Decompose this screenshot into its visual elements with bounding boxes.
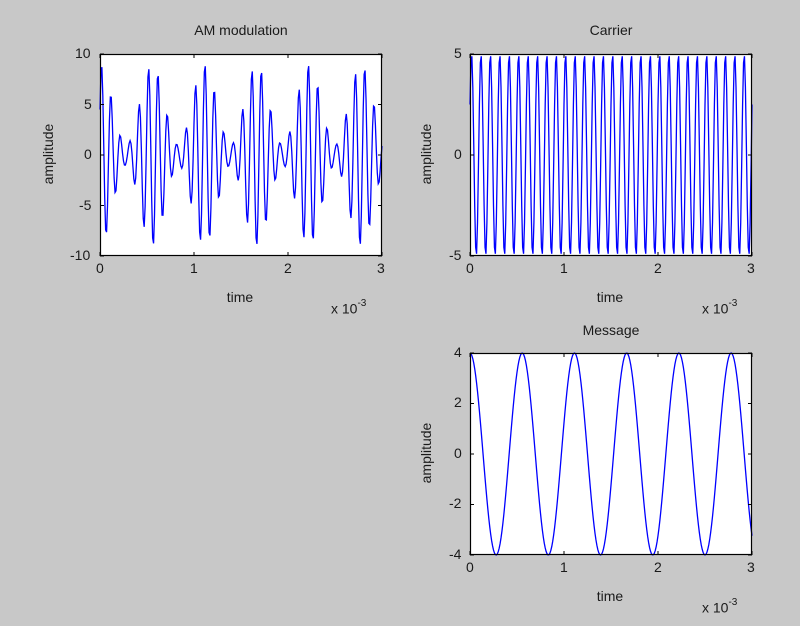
am-x-exponent-label: x 10-3 — [331, 298, 367, 317]
carrier-xtick: 3 — [747, 260, 755, 276]
message-plot-area — [469, 352, 753, 556]
message-ytick: 4 — [454, 344, 462, 360]
am-ytick: 10 — [75, 45, 91, 61]
carrier-signal-line — [469, 56, 753, 254]
carrier-y-axis-label: amplitude — [418, 123, 434, 185]
message-ytick: -2 — [449, 495, 462, 511]
carrier-plot-area — [469, 53, 753, 257]
message-x-axis-label: time — [596, 588, 624, 604]
am-y-axis-label: amplitude — [40, 123, 56, 185]
am-ytick: -10 — [70, 247, 91, 263]
am-ytick: 0 — [84, 146, 92, 162]
am-plot-area — [99, 53, 383, 257]
am-signal-line — [99, 66, 383, 244]
message-xtick: 3 — [747, 559, 755, 575]
carrier-xtick: 2 — [654, 260, 662, 276]
message-xtick: 2 — [654, 559, 662, 575]
carrier-x-exponent-label: x 10-3 — [702, 298, 738, 317]
message-y-axis-label: amplitude — [418, 422, 434, 484]
am-xtick: 0 — [96, 260, 104, 276]
carrier-ytick: 0 — [454, 146, 462, 162]
message-ytick: -4 — [449, 546, 462, 562]
am-axes-frame — [99, 53, 383, 257]
carrier-ytick: -5 — [449, 247, 462, 263]
carrier-chart-title: Carrier — [589, 22, 633, 38]
am-xtick: 1 — [190, 260, 198, 276]
carrier-ytick: 5 — [454, 45, 462, 61]
am-ytick: -5 — [79, 197, 92, 213]
carrier-axes-frame — [469, 53, 753, 257]
am-xtick: 3 — [377, 260, 385, 276]
message-chart-title: Message — [582, 322, 640, 338]
message-xtick: 1 — [560, 559, 568, 575]
message-axes-frame — [469, 352, 753, 556]
carrier-xtick: 0 — [466, 260, 474, 276]
message-ytick: 0 — [454, 445, 462, 461]
message-ytick: 2 — [454, 394, 462, 410]
am-x-axis-label: time — [226, 289, 254, 305]
am-chart-title: AM modulation — [194, 22, 288, 38]
message-x-exponent-label: x 10-3 — [702, 597, 738, 616]
message-xtick: 0 — [466, 559, 474, 575]
carrier-x-axis-label: time — [596, 289, 624, 305]
am-ytick: 5 — [84, 96, 92, 112]
carrier-xtick: 1 — [560, 260, 568, 276]
am-xtick: 2 — [284, 260, 292, 276]
